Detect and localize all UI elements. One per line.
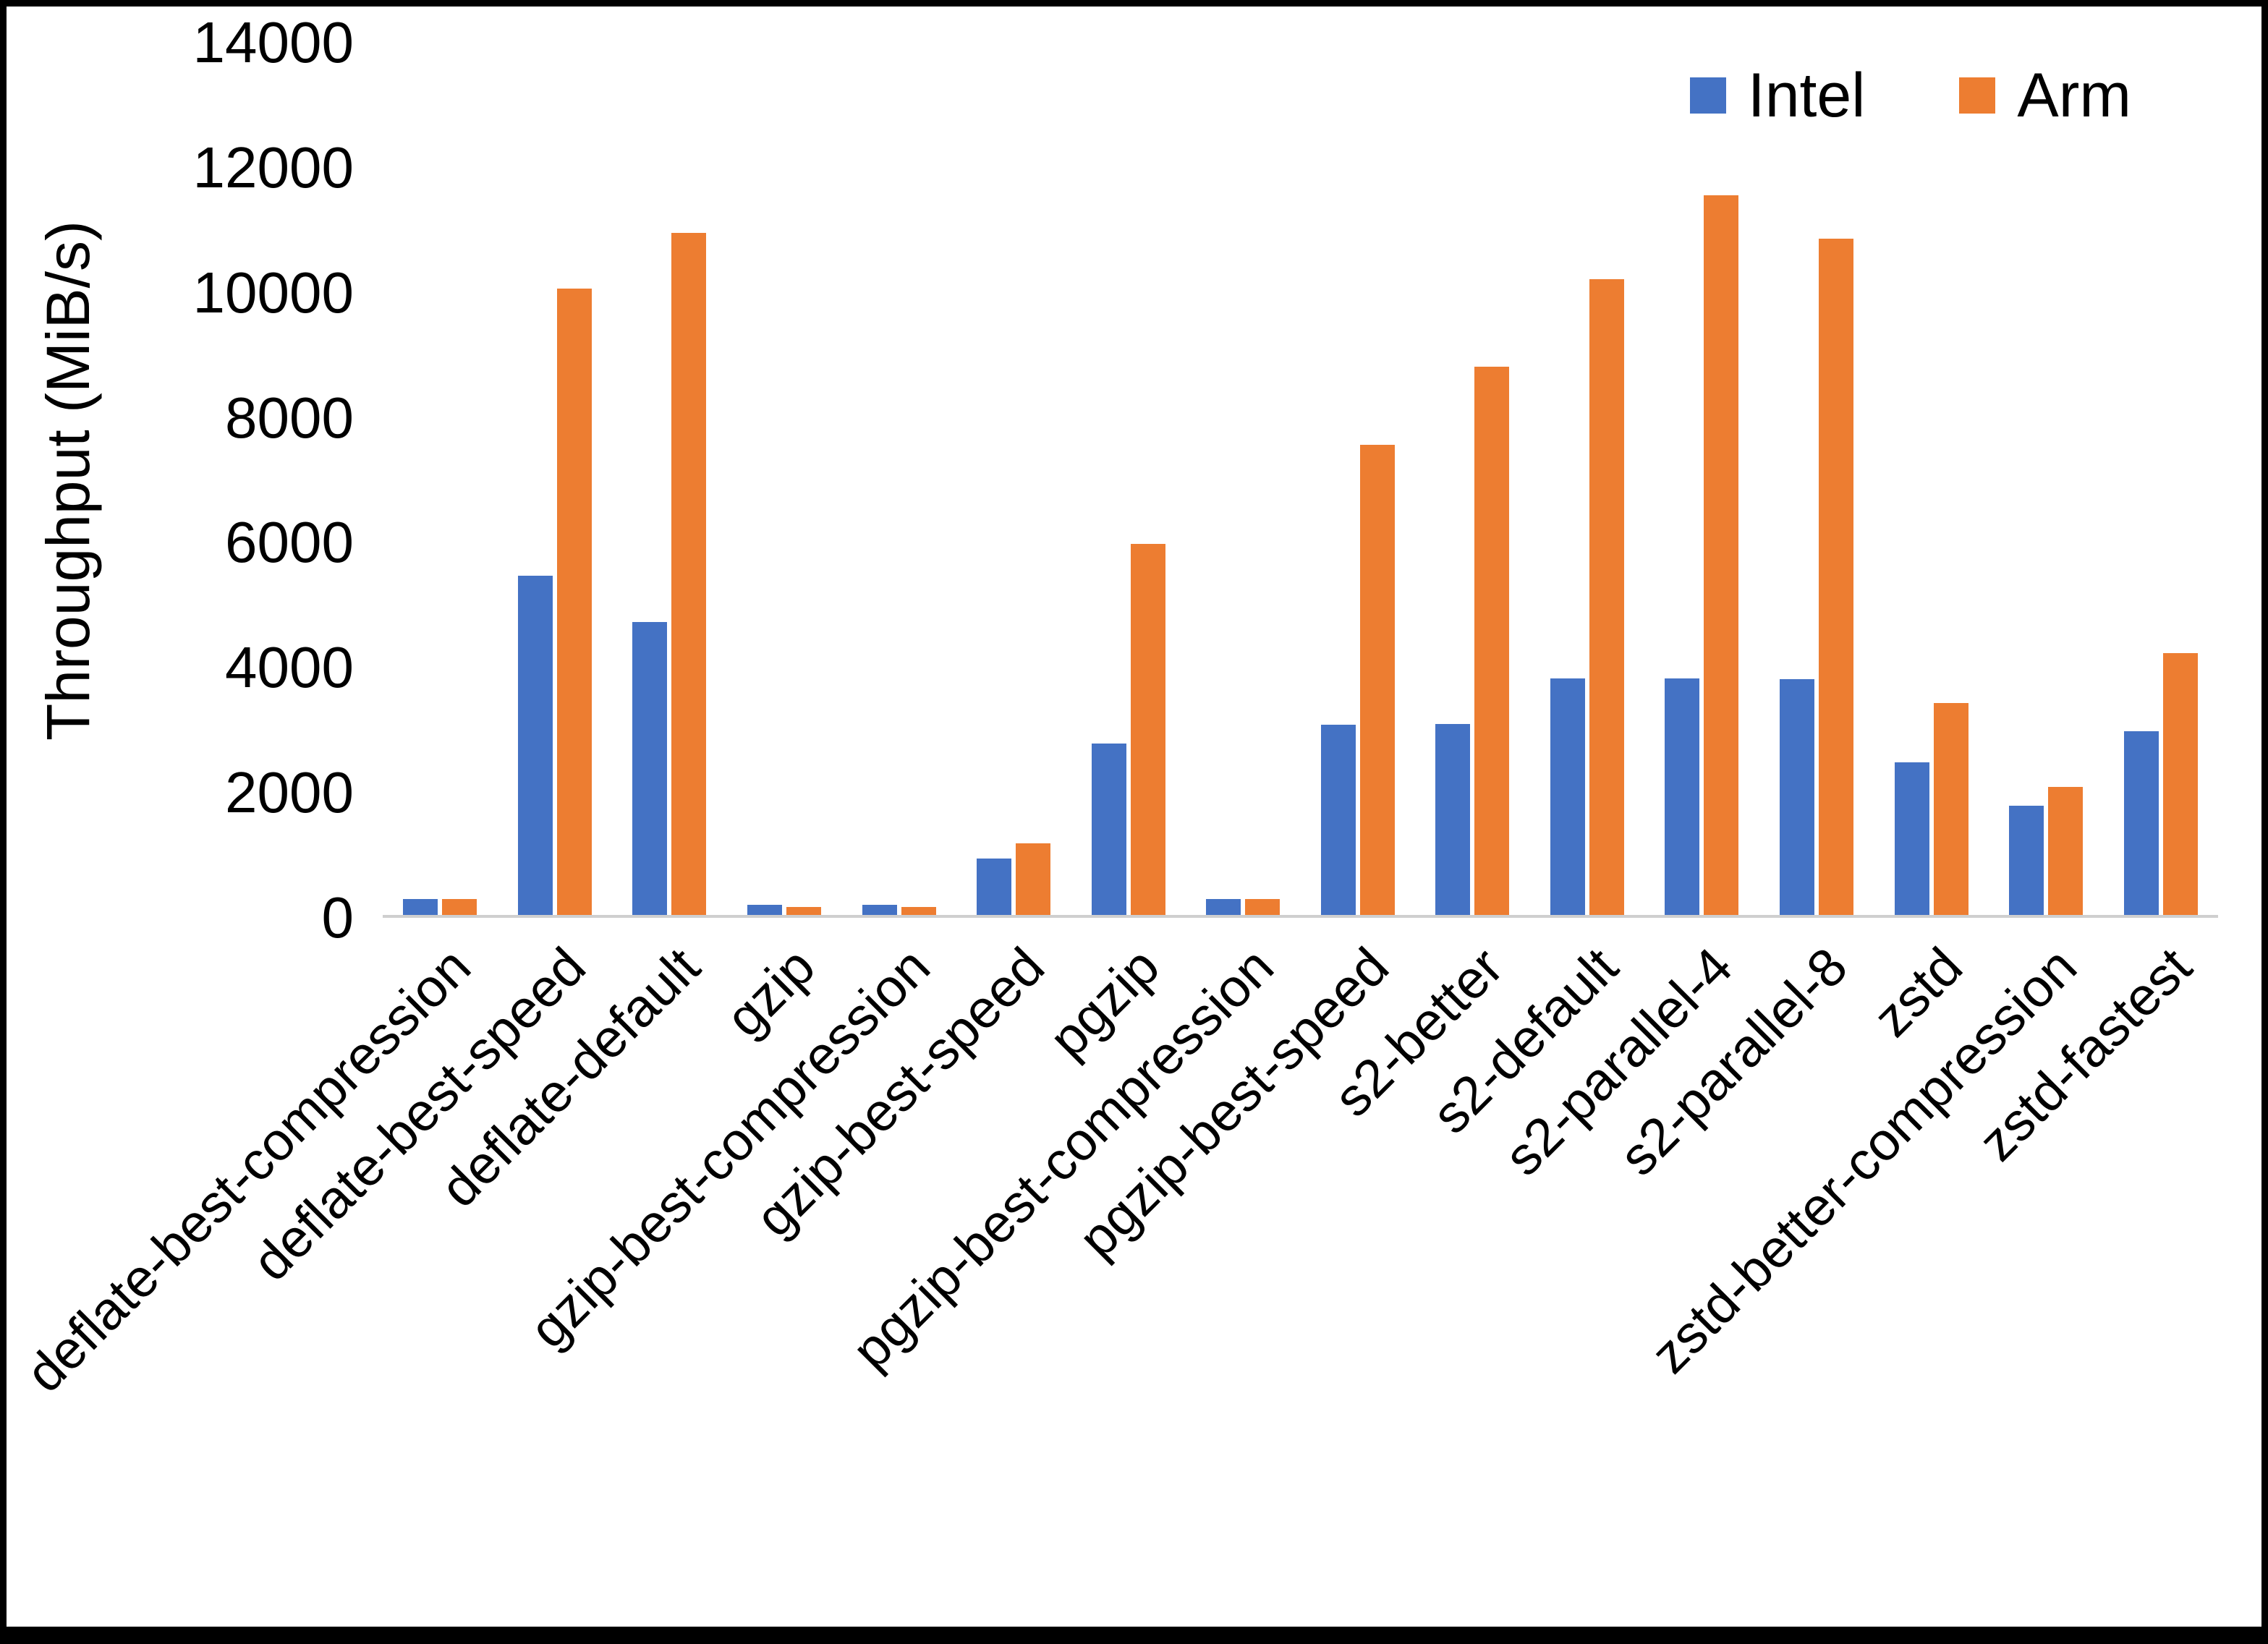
bar-arm-s2-better: [1474, 366, 1510, 915]
bar-group-zstd-fastest: [2103, 43, 2218, 915]
y-tick-label-10000: 10000: [192, 260, 354, 325]
y-tick-label-6000: 6000: [225, 510, 354, 575]
bar-group-gzip-best-speed: [956, 43, 1071, 915]
bar-group-gzip: [727, 43, 842, 915]
bar-arm-zstd-fastest: [2162, 653, 2198, 915]
y-tick-label-2000: 2000: [225, 760, 354, 825]
bar-group-zstd-better-compression: [1989, 43, 2104, 915]
bar-group-deflate-best-compression: [383, 43, 498, 915]
y-axis-title-container: Throughput (MiB/s): [14, 43, 122, 918]
bar-arm-deflate-best-speed: [556, 289, 592, 915]
bar-intel-zstd-fastest: [2123, 731, 2159, 915]
legend-label-arm: Arm: [2017, 61, 2131, 130]
bar-intel-s2-parallel-8: [1780, 678, 1815, 915]
bar-intel-deflate-best-speed: [517, 575, 553, 915]
y-tick-label-0: 0: [321, 885, 354, 950]
bar-arm-zstd: [1933, 703, 1968, 915]
legend-item-arm: Arm: [1959, 64, 2131, 127]
bar-group-deflate-default: [612, 43, 727, 915]
column-chart: Throughput (MiB/s) 0 2000 4000 6000 8000 1000…: [7, 7, 2261, 1627]
x-axis-labels: deflate-best-compression deflate-best-spe…: [14, 918, 2218, 1627]
legend-item-intel: Intel: [1689, 61, 1866, 130]
bar-arm-deflate-default: [671, 232, 707, 915]
bar-intel-gzip-best-compression: [862, 905, 897, 915]
bar-intel-zstd: [1894, 762, 1929, 915]
plot-area: Intel Arm: [383, 43, 2218, 918]
legend-swatch-intel: [1689, 77, 1726, 114]
bar-arm-s2-parallel-8: [1819, 239, 1854, 915]
bar-arm-pgzip: [1130, 544, 1165, 915]
y-axis-title: Throughput (MiB/s): [33, 220, 102, 741]
bar-intel-deflate-best-compression: [403, 899, 438, 915]
y-tick-label-14000: 14000: [192, 10, 354, 74]
legend: Intel Arm: [1689, 61, 2131, 130]
bar-arm-gzip: [786, 906, 821, 915]
bar-intel-s2-default: [1550, 678, 1585, 915]
bar-group-pgzip: [1071, 43, 1186, 915]
bar-intel-zstd-better-compression: [2009, 806, 2044, 915]
bar-arm-zstd-better-compression: [2048, 787, 2084, 915]
bar-group-pgzip-best-compression: [1186, 43, 1301, 915]
bar-intel-deflate-default: [632, 622, 668, 915]
bar-group-pgzip-best-speed: [1301, 43, 1416, 915]
bar-arm-gzip-best-speed: [1016, 843, 1051, 915]
y-tick-label-8000: 8000: [225, 385, 354, 450]
bar-group-s2-parallel-8: [1759, 43, 1874, 915]
bar-intel-pgzip-best-compression: [1206, 899, 1241, 915]
legend-label-intel: Intel: [1747, 61, 1866, 130]
bar-intel-gzip-best-speed: [977, 859, 1012, 915]
legend-swatch-arm: [1959, 77, 1996, 114]
bar-group-gzip-best-compression: [841, 43, 956, 915]
bar-intel-s2-parallel-4: [1665, 678, 1700, 915]
bar-intel-pgzip-best-speed: [1320, 725, 1356, 915]
bar-arm-pgzip-best-compression: [1245, 898, 1280, 915]
y-axis-ticks: 0 2000 4000 6000 8000 10000 12000 14000: [122, 14, 383, 947]
bar-intel-gzip: [747, 905, 782, 915]
bar-arm-s2-default: [1589, 279, 1624, 915]
bar-intel-pgzip: [1091, 744, 1126, 915]
bar-group-s2-better: [1415, 43, 1530, 915]
bar-group-zstd: [1874, 43, 1989, 915]
bar-group-deflate-best-speed: [498, 43, 613, 915]
bar-arm-s2-parallel-4: [1704, 195, 1739, 915]
bar-arm-gzip-best-compression: [901, 906, 936, 915]
bar-group-s2-parallel-4: [1644, 43, 1759, 915]
y-tick-label-4000: 4000: [225, 635, 354, 700]
bar-arm-pgzip-best-speed: [1359, 444, 1395, 915]
bar-arm-deflate-best-compression: [442, 899, 477, 915]
y-tick-label-12000: 12000: [192, 135, 354, 200]
x-axis-label-deflate-best-compression: deflate-best-compression: [14, 936, 483, 1404]
bar-group-s2-default: [1530, 43, 1645, 915]
bar-intel-s2-better: [1435, 724, 1471, 915]
